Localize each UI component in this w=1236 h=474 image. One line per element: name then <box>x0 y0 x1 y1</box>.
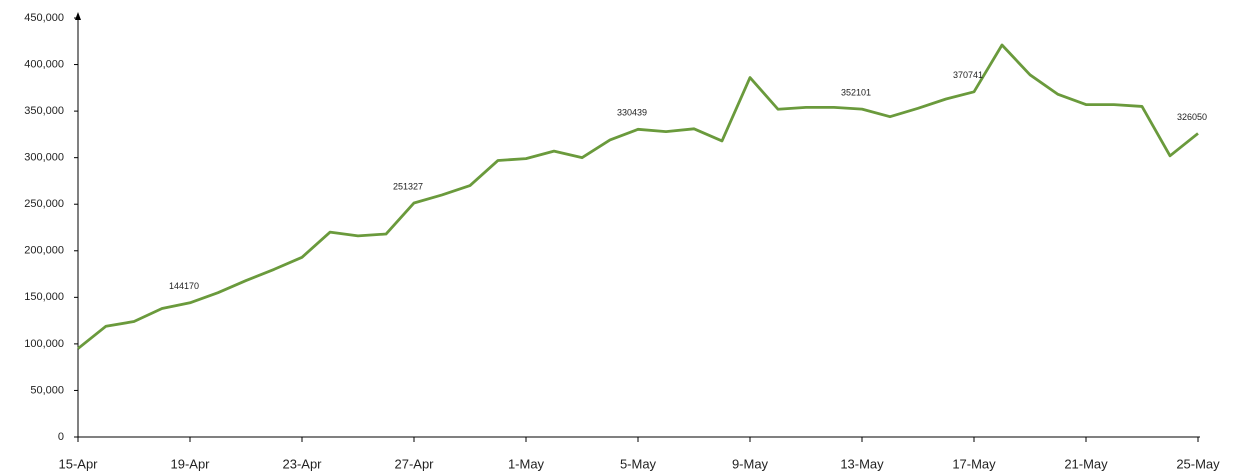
data-label: 352101 <box>841 88 871 98</box>
x-tick-label: 17-May <box>952 456 996 471</box>
y-tick-label: 50,000 <box>30 384 64 396</box>
x-tick-label: 5-May <box>620 456 657 471</box>
y-tick-label: 250,000 <box>24 198 64 210</box>
data-label: 330439 <box>617 108 647 118</box>
x-tick-label: 1-May <box>508 456 545 471</box>
y-tick-label: 0 <box>58 431 64 443</box>
y-tick-label: 200,000 <box>24 245 64 257</box>
data-label: 144170 <box>169 281 199 291</box>
x-tick-label: 21-May <box>1064 456 1108 471</box>
data-label: 326050 <box>1177 112 1207 122</box>
x-tick-label: 19-Apr <box>170 456 210 471</box>
x-tick-label: 27-Apr <box>394 456 434 471</box>
data-label: 251327 <box>393 181 423 191</box>
data-label: 370741 <box>953 70 983 80</box>
y-tick-label: 350,000 <box>24 105 64 117</box>
x-tick-label: 23-Apr <box>282 456 322 471</box>
line <box>77 43 1199 350</box>
y-tick-label: 150,000 <box>24 291 64 303</box>
y-axis-arrow <box>75 12 81 20</box>
y-tick-label: 400,000 <box>24 58 64 70</box>
x-tick-label: 9-May <box>732 456 769 471</box>
x-tick-label: 25-May <box>1176 456 1220 471</box>
y-tick-label: 300,000 <box>24 152 64 164</box>
x-tick-label: 13-May <box>840 456 884 471</box>
x-tick-label: 15-Apr <box>58 456 98 471</box>
y-tick-label: 100,000 <box>24 338 64 350</box>
y-tick-label: 450,000 <box>24 12 64 24</box>
